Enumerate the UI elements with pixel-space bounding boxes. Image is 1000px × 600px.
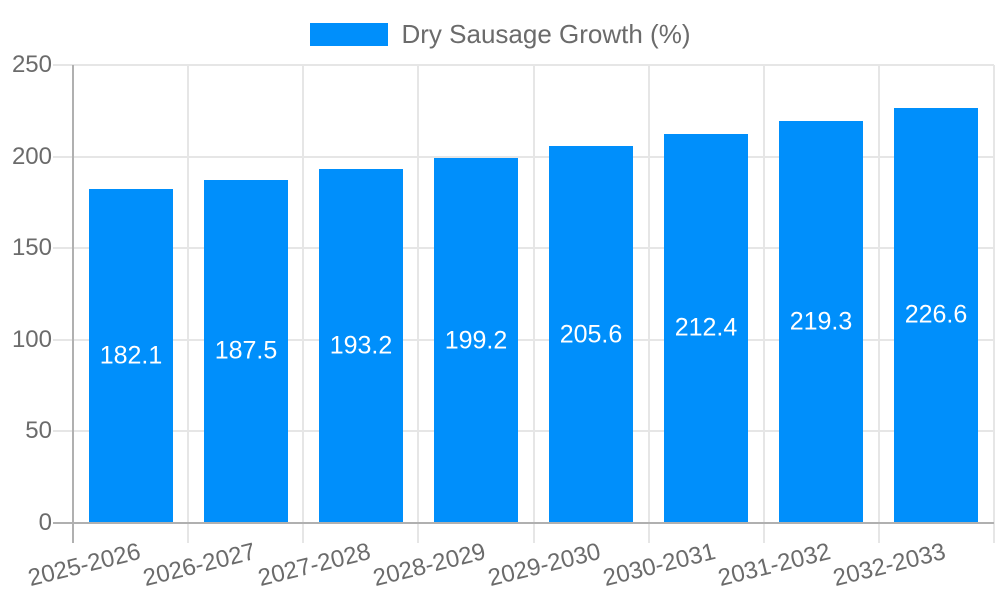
x-gridline <box>417 65 419 543</box>
bar-value-label: 226.6 <box>904 300 968 329</box>
bar-value-label: 182.1 <box>99 341 163 370</box>
x-gridline <box>533 65 535 543</box>
y-gridline <box>53 339 994 341</box>
y-axis-tick-label: 100 <box>11 326 52 353</box>
y-axis-tick-label: 200 <box>11 143 52 170</box>
y-gridline <box>53 430 994 432</box>
bar[interactable] <box>204 180 288 524</box>
x-axis-label: 2025-2026 <box>25 538 144 592</box>
x-axis-label: 2028-2029 <box>370 538 489 592</box>
y-gridline <box>53 64 994 66</box>
y-gridline <box>53 156 994 158</box>
bar-value-label: 193.2 <box>329 331 393 360</box>
legend-swatch-icon <box>309 22 388 46</box>
bar-value-label: 205.6 <box>559 320 623 349</box>
bar-value-label: 187.5 <box>214 336 278 365</box>
x-gridline <box>763 65 765 543</box>
bar-value-label: 199.2 <box>444 326 508 355</box>
x-gridline <box>878 65 880 543</box>
x-axis-label: 2032-2033 <box>830 538 949 592</box>
x-axis-line <box>53 522 994 524</box>
x-axis-label: 2031-2032 <box>715 538 834 592</box>
y-axis-line <box>72 65 74 543</box>
x-axis-label: 2030-2031 <box>600 538 719 592</box>
x-axis-label: 2029-2030 <box>485 538 604 592</box>
bar[interactable] <box>894 108 978 523</box>
x-gridline <box>302 65 304 543</box>
bar-value-label: 219.3 <box>789 307 853 336</box>
y-axis-tick-label: 150 <box>11 234 52 261</box>
legend-label: Dry Sausage Growth (%) <box>401 18 691 49</box>
bar-value-label: 212.4 <box>674 313 738 342</box>
y-axis-tick-label: 0 <box>38 509 52 536</box>
bar[interactable] <box>319 169 403 523</box>
y-axis-tick-label: 50 <box>25 417 52 444</box>
x-axis-label: 2026-2027 <box>140 538 259 592</box>
bar[interactable] <box>549 146 633 523</box>
legend[interactable]: Dry Sausage Growth (%) <box>0 18 1000 49</box>
bar[interactable] <box>89 189 173 523</box>
x-gridline <box>993 65 995 543</box>
y-gridline <box>53 247 994 249</box>
x-axis-label: 2027-2028 <box>255 538 374 592</box>
y-axis-tick-label: 250 <box>11 51 52 78</box>
x-gridline <box>187 65 189 543</box>
bar[interactable] <box>664 134 748 523</box>
bar[interactable] <box>434 158 518 523</box>
x-gridline <box>648 65 650 543</box>
bar[interactable] <box>779 121 863 523</box>
